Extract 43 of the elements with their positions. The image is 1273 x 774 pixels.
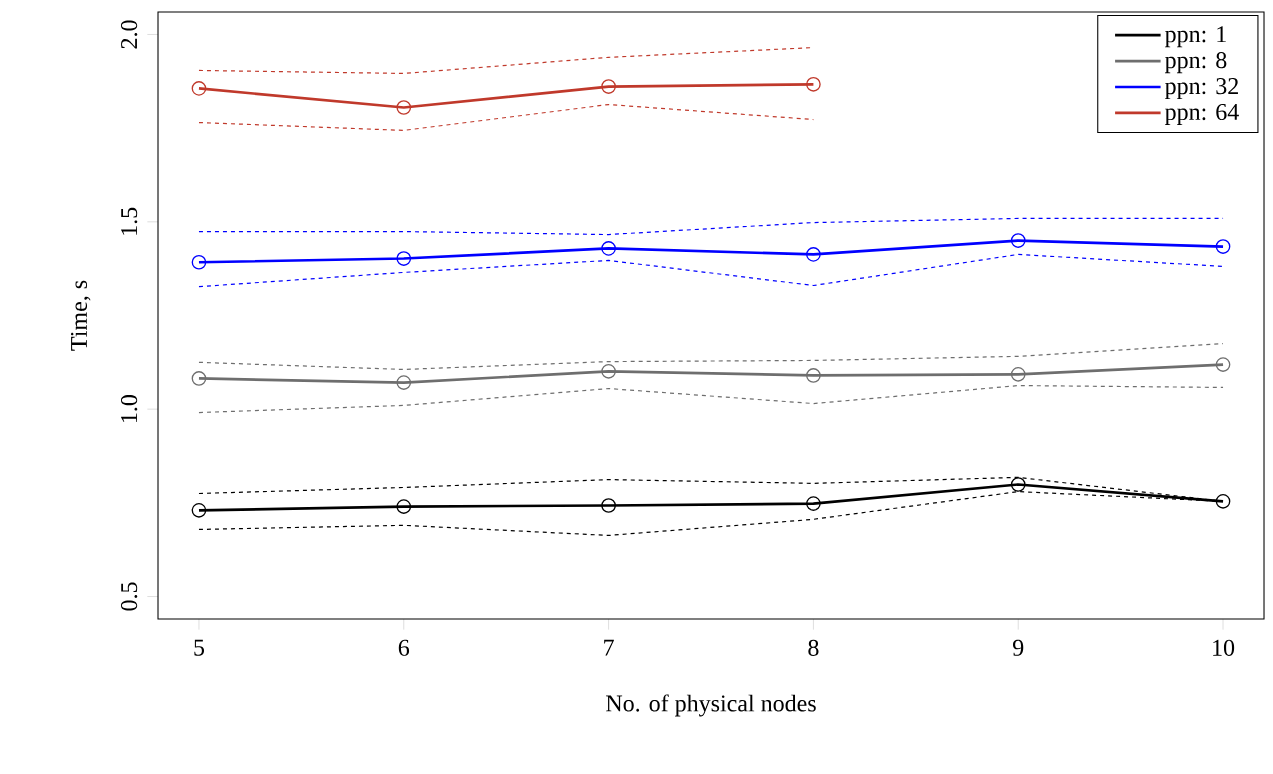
point [806, 76, 821, 92]
y-tick-label: 2.0 [120, 20, 138, 49]
point [1215, 357, 1231, 372]
legend-label: ppn: 64 [1164, 103, 1239, 125]
point [601, 241, 616, 256]
point [191, 254, 207, 270]
x-axis-title: No. of physical nodes [606, 694, 816, 717]
legend-label: ppn: 8 [1164, 52, 1227, 74]
x-tick-label: 10 [1213, 639, 1235, 656]
line-series [198, 384, 1224, 414]
point [191, 503, 207, 518]
x-tick-label: 7 [604, 639, 614, 656]
point [806, 368, 821, 383]
point [806, 496, 821, 511]
y-tick-label: 0.5 [120, 582, 138, 611]
point [396, 499, 412, 514]
y-tick-label: 1.0 [120, 395, 138, 423]
x-tick-label: 5 [194, 639, 205, 656]
point [806, 247, 821, 262]
x-tick-label: 6 [398, 639, 410, 656]
point [191, 81, 207, 96]
x-tick-label: 8 [808, 639, 819, 656]
point [396, 375, 412, 390]
point [1215, 239, 1231, 254]
point [1215, 494, 1231, 509]
point [1010, 233, 1026, 248]
y-axis-title: Time, s [70, 280, 91, 351]
point [1010, 477, 1026, 492]
point [601, 79, 616, 94]
point [601, 498, 616, 513]
point [1010, 366, 1026, 382]
x-tick-label: 9 [1013, 639, 1024, 656]
point [396, 100, 412, 115]
line-series [198, 343, 1224, 371]
point [191, 371, 207, 386]
point [601, 363, 616, 379]
legend-label: ppn: 1 [1164, 26, 1226, 48]
legend-label: ppn: 32 [1164, 78, 1238, 100]
y-tick-label: 1.5 [121, 207, 138, 235]
line-series [198, 217, 1224, 236]
line-series [198, 103, 815, 131]
line-series [198, 253, 1224, 288]
point [396, 251, 412, 266]
